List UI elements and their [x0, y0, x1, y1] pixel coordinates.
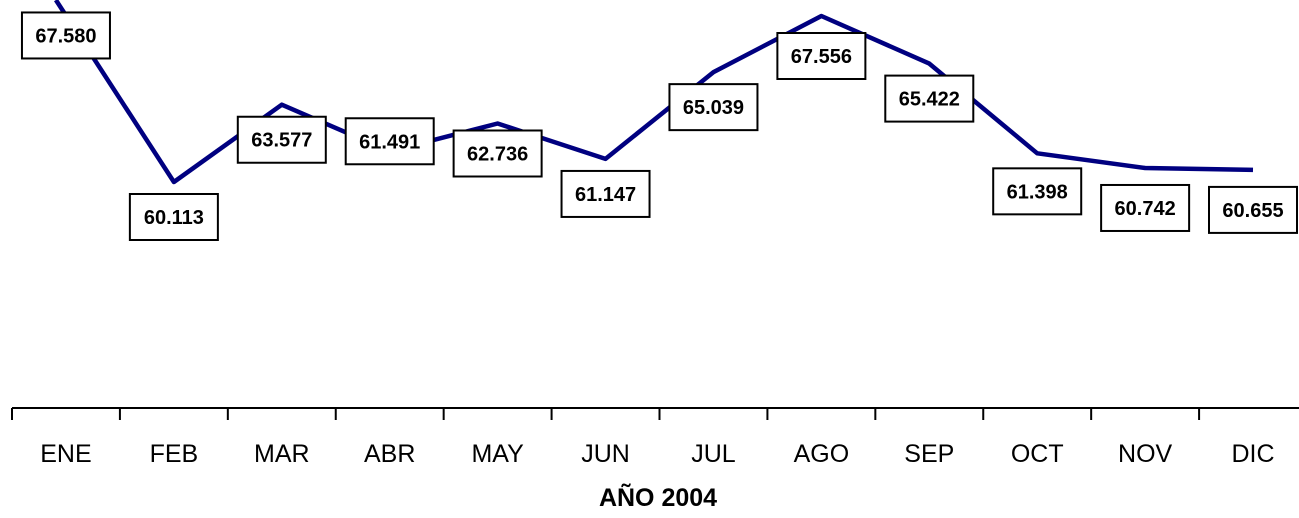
data-label-box [344, 117, 435, 166]
data-label-box [20, 11, 111, 60]
data-label-text: 61.491 [359, 131, 420, 153]
x-tick-label: OCT [1011, 440, 1064, 468]
data-label-box [668, 83, 759, 132]
data-label-box [776, 32, 867, 80]
data-label-text: 61.398 [1007, 181, 1068, 203]
data-label-box [992, 167, 1083, 216]
data-label-text: 65.422 [899, 89, 960, 111]
data-label: 61.398 [992, 167, 1083, 216]
x-tick-label: AGO [794, 440, 850, 468]
data-label-box [560, 169, 651, 218]
data-label-text: 63.577 [251, 130, 312, 152]
data-label: 65.422 [884, 74, 975, 123]
data-label: 60.655 [1208, 185, 1298, 234]
series-line [54, 0, 1254, 185]
x-tick-label: ENE [40, 440, 91, 468]
x-tick-label: ABR [364, 440, 415, 468]
x-tick-label: JUN [581, 440, 630, 468]
data-label-box [452, 129, 543, 178]
data-label-text: 67.556 [791, 46, 852, 68]
data-label: 63.577 [236, 115, 327, 164]
x-axis-ticks [11, 408, 1201, 420]
x-axis-title: AÑO 2004 [599, 482, 717, 512]
x-axis-tick-labels: ENE FEB MAR ABR MAY JUN JUL AGO SEP OCT NOV DIC [40, 440, 1274, 468]
data-label-text: 61.147 [575, 184, 636, 206]
data-label-text: 62.736 [467, 143, 528, 165]
data-label-box [128, 193, 219, 241]
x-tick-label: NOV [1118, 440, 1173, 468]
data-label: 61.147 [560, 169, 651, 218]
x-tick-label: FEB [150, 440, 199, 468]
x-tick-label: MAY [471, 440, 524, 468]
data-label-text: 67.580 [35, 25, 96, 47]
data-label: 60.113 [128, 193, 219, 241]
data-label: 61.491 [344, 117, 435, 166]
data-label-text: 60.655 [1222, 200, 1283, 222]
data-label-text: 65.039 [683, 97, 744, 119]
data-label-group: 67.580 60.113 63.577 61.491 62.736 61.147 65.0… [20, 11, 1298, 241]
data-label: 67.556 [776, 32, 867, 80]
data-label: 65.039 [668, 83, 759, 132]
x-tick-label: SEP [904, 440, 954, 468]
data-label: 60.742 [1100, 183, 1191, 232]
data-label-text: 60.113 [144, 207, 204, 229]
x-tick-label: DIC [1232, 440, 1275, 468]
data-label: 67.580 [20, 11, 111, 60]
data-label-box [1100, 183, 1191, 232]
data-label-box [236, 115, 327, 164]
data-label: 62.736 [452, 129, 543, 178]
data-label-box [1208, 185, 1298, 234]
series-line-group [54, 0, 1254, 185]
x-tick-label: JUL [691, 440, 736, 468]
x-tick-label: MAR [254, 440, 310, 468]
data-label-box [884, 74, 975, 123]
data-label-text: 60.742 [1115, 198, 1176, 220]
